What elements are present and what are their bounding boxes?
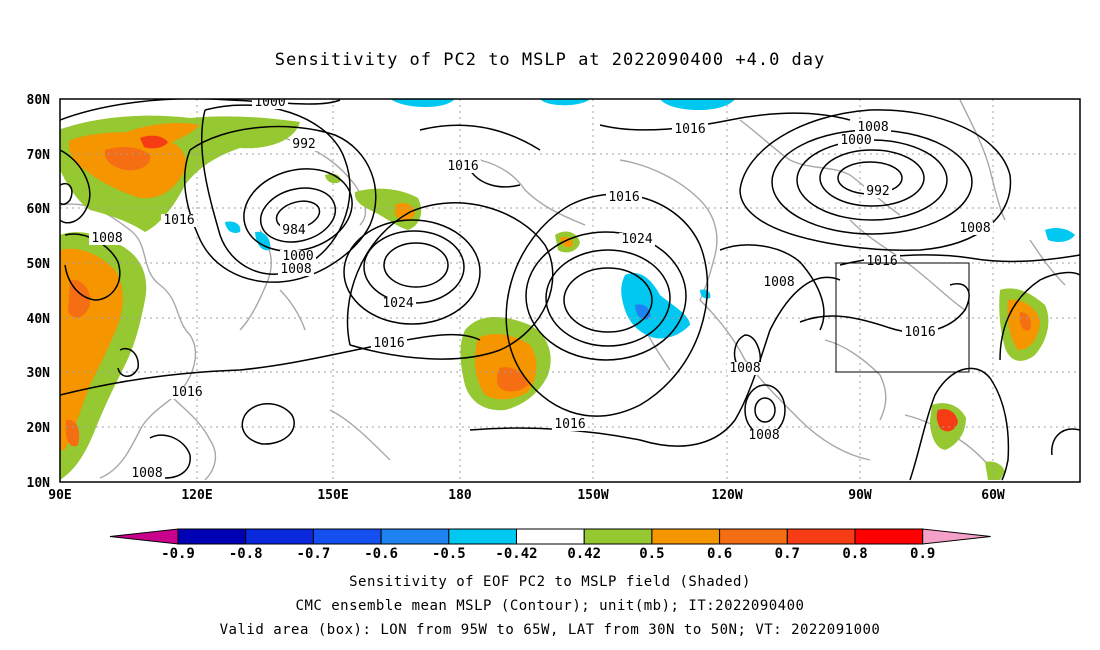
- lat-label: 50N: [27, 257, 51, 272]
- contour-value-label: 1008: [91, 231, 122, 246]
- contour-value-label: 1000: [282, 249, 313, 264]
- contour-value-label: 1008: [280, 262, 311, 277]
- lat-label: 10N: [27, 476, 51, 491]
- lat-label: 40N: [27, 312, 51, 327]
- contour-value-label: 1016: [163, 213, 194, 228]
- caption-line-3: Valid area (box): LON from 95W to 65W, L…: [219, 622, 881, 638]
- colorbar: -0.9 -0.8 -0.7 -0.6 -0.5 -0.42 0.42 0.5 0.6 0.7 0.…: [109, 528, 991, 562]
- contour-value-label: 1016: [904, 325, 935, 340]
- contour-value-label: 984: [282, 223, 306, 238]
- colorbar-tick-label: -0.5: [432, 546, 466, 562]
- contour-value-label: 1008: [857, 120, 888, 135]
- contour-value-label: 1008: [763, 275, 794, 290]
- contour-value-label: 1016: [866, 254, 897, 269]
- colorbar-tick-label: 0.7: [775, 546, 800, 562]
- valid-area-box: [835, 262, 970, 373]
- contour-labels: 1000992984100010081008101610161024101610…: [89, 95, 993, 481]
- contour-value-label: 1008: [959, 221, 990, 236]
- lat-label: 80N: [27, 93, 51, 108]
- colorbar-tick-label: 0.42: [567, 546, 601, 562]
- contour-value-label: 1000: [840, 133, 871, 148]
- caption-line-1: Sensitivity of EOF PC2 to MSLP field (Sh…: [349, 574, 751, 590]
- lon-label: 150E: [317, 488, 348, 503]
- colorbar-tick-label: -0.42: [495, 546, 537, 562]
- contour-value-label: 1016: [373, 336, 404, 351]
- colorbar-tick-label: -0.8: [229, 546, 263, 562]
- colorbar-swatch: [854, 528, 924, 545]
- lon-label: 90W: [848, 488, 872, 503]
- chart-title: Sensitivity of PC2 to MSLP at 2022090400…: [274, 50, 826, 70]
- negative-sensitivity-areas: [225, 99, 1075, 339]
- lat-label: 60N: [27, 202, 51, 217]
- colorbar-swatch: [448, 528, 517, 545]
- contour-value-label: 1016: [674, 122, 705, 137]
- map-frame: [59, 98, 1081, 483]
- colorbar-tick-label: -0.9: [161, 546, 195, 562]
- colorbar-tick-label: 0.9: [910, 546, 935, 562]
- lon-label: 150W: [577, 488, 608, 503]
- colorbar-tick-label: 0.6: [707, 546, 732, 562]
- contour-value-label: 1000: [254, 95, 285, 110]
- colorbar-swatch: [380, 528, 450, 545]
- contour-value-label: 992: [866, 184, 889, 199]
- lat-label: 30N: [27, 366, 51, 381]
- colorbar-swatch: [312, 528, 382, 545]
- lon-label: 90E: [48, 488, 71, 503]
- colorbar-swatch: [651, 528, 721, 545]
- caption-line-2: CMC ensemble mean MSLP (Contour); unit(m…: [295, 598, 805, 614]
- colorbar-swatch: [177, 528, 247, 545]
- contour-value-label: 1008: [131, 466, 162, 481]
- contour-value-label: 1008: [729, 361, 760, 376]
- contour-value-label: 1024: [382, 296, 413, 311]
- colorbar-min-arrow: [109, 528, 179, 545]
- lon-label: 60W: [981, 488, 1005, 503]
- lon-label: 120W: [711, 488, 742, 503]
- contour-value-label: 992: [292, 137, 315, 152]
- contour-value-label: 1016: [447, 159, 478, 174]
- contour-value-label: 1016: [554, 417, 585, 432]
- colorbar-swatch: [719, 528, 788, 545]
- colorbar-tick-label: -0.7: [297, 546, 331, 562]
- colorbar-max-arrow: [922, 528, 991, 545]
- colorbar-tick-label: -0.6: [364, 546, 398, 562]
- lat-label: 20N: [27, 421, 51, 436]
- colorbar-tick-label: 0.8: [842, 546, 867, 562]
- lon-label: 180: [448, 488, 472, 503]
- contour-value-label: 1016: [171, 385, 202, 400]
- colorbar-swatch: [583, 528, 653, 545]
- colorbar-swatch: [786, 528, 856, 545]
- contour-value-label: 1016: [608, 190, 639, 205]
- contour-value-label: 1008: [748, 428, 779, 443]
- contour-value-label: 1024: [621, 232, 652, 247]
- colorbar-swatch: [516, 528, 585, 545]
- colorbar-swatch: [245, 528, 314, 545]
- colorbar-tick-label: 0.5: [639, 546, 664, 562]
- lat-label: 70N: [27, 148, 51, 163]
- lon-label: 120E: [181, 488, 212, 503]
